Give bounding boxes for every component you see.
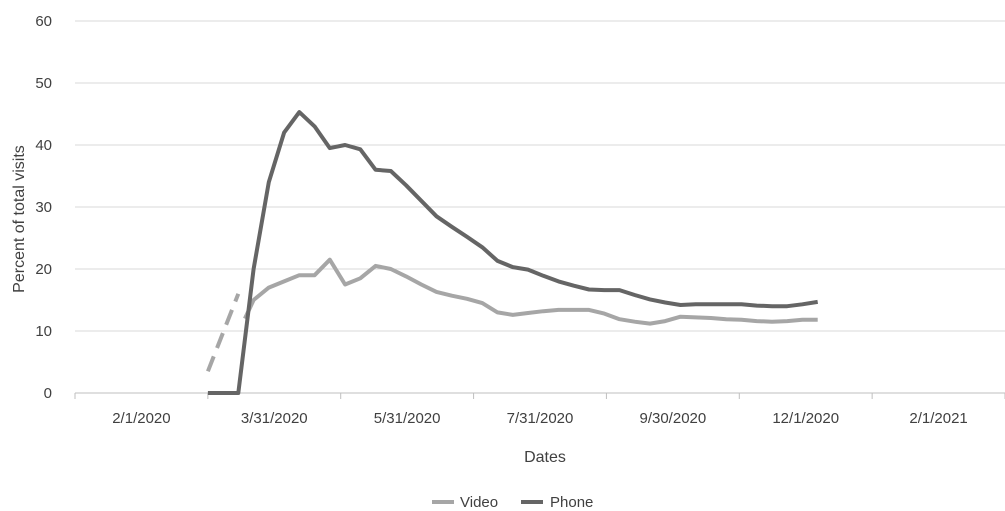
y-tick-label: 40 (35, 137, 52, 154)
legend-label-phone: Phone (550, 494, 593, 511)
x-tick-label: 3/31/2020 (241, 410, 308, 427)
y-tick-label: 0 (44, 385, 52, 402)
series-line-phone (207, 110, 819, 395)
x-axis-title: Dates (524, 449, 566, 466)
series-lines (206, 110, 819, 395)
x-tick-label: 7/31/2020 (507, 410, 574, 427)
x-tick-label: 12/1/2020 (772, 410, 839, 427)
x-tick-label: 2/1/2020 (112, 410, 170, 427)
y-tick-label: 10 (35, 323, 52, 340)
x-tick-label: 9/30/2020 (639, 410, 706, 427)
x-tick-label: 2/1/2021 (909, 410, 967, 427)
series-line-video-dashed (206, 293, 241, 373)
y-tick-label: 30 (35, 199, 52, 216)
series-line-video (243, 257, 818, 326)
y-tick-label: 50 (35, 75, 52, 92)
gridlines (75, 20, 1005, 332)
legend-label-video: Video (460, 494, 498, 511)
x-axis-ticks: 2/1/2020 3/31/2020 5/31/2020 7/31/2020 9/30/… (74, 393, 1005, 427)
legend: Video Phone (432, 494, 593, 511)
y-tick-label: 60 (35, 13, 52, 30)
y-axis-ticks: 0 10 20 30 40 50 60 (35, 13, 52, 402)
y-tick-label: 20 (35, 261, 52, 278)
x-tick-label: 5/31/2020 (374, 410, 441, 427)
y-axis-title: Percent of total visits (11, 145, 28, 293)
